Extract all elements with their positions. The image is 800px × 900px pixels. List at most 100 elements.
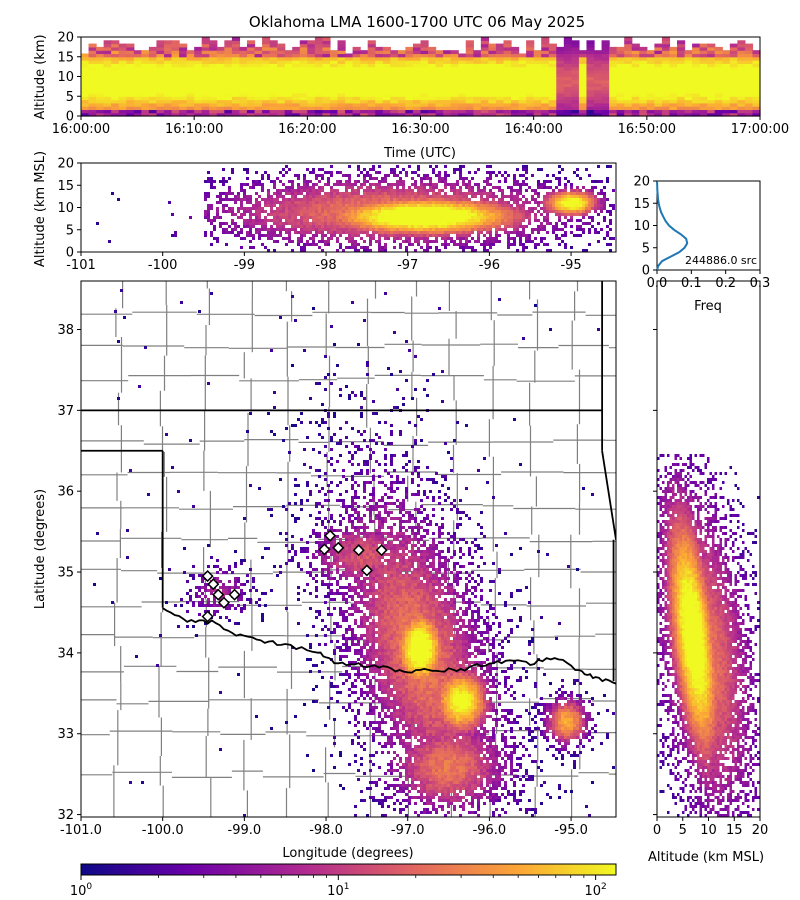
time-height-cell <box>661 69 671 74</box>
lon-height-cell <box>381 192 384 195</box>
lon-height-cell <box>360 228 363 231</box>
time-height-cell <box>548 46 557 51</box>
lon-height-cell <box>603 207 606 210</box>
time-height-cell <box>661 37 671 41</box>
lon-height-cell <box>219 192 222 195</box>
time-height-cell <box>744 46 754 51</box>
lon-height-cell <box>300 231 303 234</box>
time-height-cell <box>533 53 542 58</box>
time-height-cell <box>616 96 625 101</box>
lon-height-cell <box>444 171 447 174</box>
lon-height-cell <box>306 168 309 171</box>
time-height-cell <box>533 99 542 104</box>
time-height-cell <box>277 43 286 48</box>
lon-height-cell <box>210 234 213 237</box>
plan-view-cell <box>279 571 282 574</box>
lon-height-cell <box>396 198 399 201</box>
lon-height-cell <box>372 189 375 192</box>
lon-height-cell <box>306 204 309 207</box>
lon-height-cell <box>420 195 423 198</box>
lon-height-cell <box>540 168 543 171</box>
lon-height-ylabel: Altitude (km MSL) <box>33 151 48 267</box>
time-height-cell <box>239 96 248 101</box>
time-height-xlabel: Time (UTC) <box>383 146 456 161</box>
lon-height-cell <box>291 249 294 252</box>
lon-height-cell <box>435 237 438 240</box>
time-height-cell <box>639 69 648 74</box>
lon-height-cell <box>303 243 306 246</box>
lon-height-cell <box>462 210 465 213</box>
lon-height-cell <box>249 231 252 234</box>
lon-height-cell <box>333 192 336 195</box>
lon-height-cell <box>582 210 585 213</box>
lon-height-cell <box>459 204 462 207</box>
lon-height-cell <box>477 201 480 204</box>
time-height-cell <box>81 56 90 61</box>
lon-height-cell <box>426 201 429 204</box>
time-height-cell <box>209 69 218 74</box>
lon-height-cell <box>321 228 324 231</box>
lon-height-cell <box>474 219 477 222</box>
lon-height-cell <box>366 219 369 222</box>
time-height-cell <box>163 79 173 84</box>
time-height-cell <box>594 92 603 97</box>
lon-height-cell <box>582 231 585 234</box>
time-height-cell <box>299 106 308 111</box>
time-height-cell <box>179 106 188 111</box>
plan-view-cell <box>231 604 234 607</box>
plan-view-cell <box>237 580 240 583</box>
time-height-cell <box>443 50 452 55</box>
time-height-cell <box>571 112 580 117</box>
time-height-cell <box>699 83 708 87</box>
time-height-cell <box>284 50 293 55</box>
lon-height-cell <box>393 234 396 237</box>
time-height-cell <box>179 102 188 107</box>
time-height-cell <box>246 73 256 78</box>
lon-height-cell <box>576 219 579 222</box>
lon-height-cell <box>426 216 429 219</box>
lon-height-cell <box>441 234 444 237</box>
time-height-cell <box>684 73 693 78</box>
lon-height-cell <box>315 243 318 246</box>
time-height-cell <box>563 40 572 45</box>
time-height-cell <box>96 83 105 87</box>
lon-height-cell <box>576 210 579 213</box>
time-height-cell <box>518 86 527 91</box>
plan-view-cell <box>291 514 294 517</box>
lon-height-cell <box>351 192 354 195</box>
lon-height-cell <box>435 249 438 252</box>
time-height-cell <box>171 102 180 107</box>
time-height-cell <box>495 99 505 104</box>
time-height-cell <box>480 56 489 61</box>
lon-height-cell <box>501 201 504 204</box>
time-height-cell <box>224 109 233 114</box>
time-height-cell <box>495 112 505 117</box>
lon-height-cell <box>276 195 279 198</box>
lon-height-cell <box>471 246 474 249</box>
lon-height-cell <box>300 207 303 210</box>
lon-height-cell <box>240 213 243 216</box>
time-height-cell <box>201 73 210 78</box>
time-height-cell <box>661 60 671 64</box>
time-height-cell <box>480 43 489 48</box>
time-height-cell <box>314 56 324 61</box>
time-height-cell <box>511 83 520 87</box>
plan-view-cell <box>258 598 261 601</box>
time-height-cell <box>88 53 97 58</box>
time-height-cell <box>556 83 565 87</box>
source-count-annotation: 244886.0 src <box>685 254 757 267</box>
time-height-cell <box>148 69 158 74</box>
lon-height-y-tick-label: 20 <box>57 157 74 172</box>
time-height-cell <box>96 112 105 117</box>
lon-height-cell <box>306 207 309 210</box>
lon-height-cell <box>324 204 327 207</box>
lon-height-cell <box>498 201 501 204</box>
time-height-cell <box>345 83 354 87</box>
lon-height-cell <box>234 213 237 216</box>
lon-height-cell <box>207 192 210 195</box>
lon-height-cell <box>204 210 207 213</box>
lon-height-cell <box>564 243 567 246</box>
plan-view-cell <box>207 382 210 385</box>
lon-height-cell <box>483 204 486 207</box>
